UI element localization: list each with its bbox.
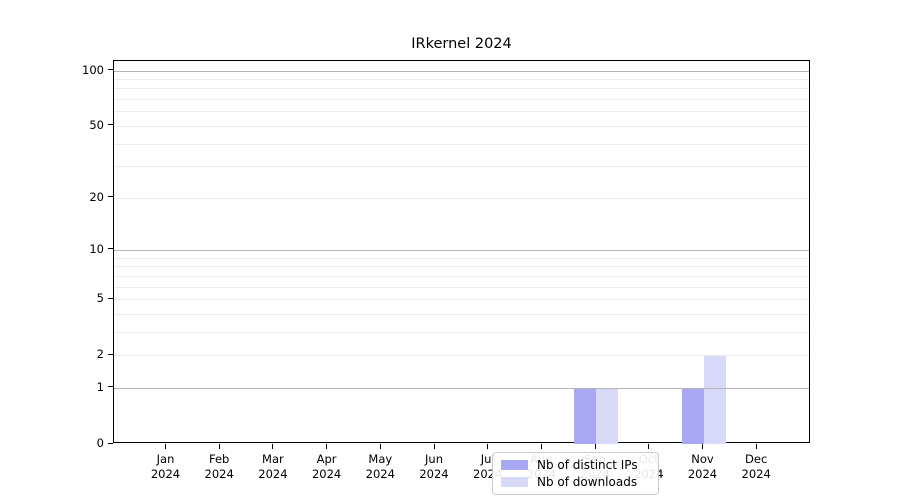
- x-tick-label-dec: Dec 2024: [741, 452, 771, 481]
- gridline-y-7: [114, 275, 809, 277]
- y-tick-label-50: 50: [89, 117, 104, 132]
- gridline-y-40: [114, 143, 809, 145]
- gridline-y-6: [114, 286, 809, 288]
- x-tick-label-feb: Feb 2024: [204, 452, 234, 481]
- x-tick-label-nov: Nov 2024: [687, 452, 718, 481]
- y-tick-label-1: 1: [96, 379, 104, 394]
- legend-item-distinct-ips: Nb of distinct IPs: [501, 458, 650, 472]
- y-tick-label-20: 20: [89, 189, 104, 204]
- x-tick-mark-feb: [218, 444, 220, 449]
- x-tick-mark-oct: [648, 444, 650, 449]
- x-tick-mark-sep: [594, 444, 596, 449]
- gridline-y-30: [114, 166, 809, 168]
- bar-distinct-ips-sep: [574, 387, 597, 444]
- gridline-y-20: [114, 197, 809, 199]
- y-tick-label-10: 10: [89, 241, 104, 256]
- legend-label-downloads: Nb of downloads: [537, 474, 638, 489]
- y-tick-label-5: 5: [96, 291, 104, 306]
- x-tick-mark-apr: [326, 444, 328, 449]
- gridline-y-90: [114, 79, 809, 81]
- chart-title: IRkernel 2024: [411, 36, 512, 52]
- gridline-y-10: [114, 249, 809, 251]
- legend-swatch-downloads: [501, 476, 528, 487]
- x-tick-label-jun: Jun 2024: [419, 452, 449, 481]
- bar-distinct-ips-nov: [681, 387, 704, 444]
- gridline-y-8: [114, 266, 809, 268]
- gridline-y-100: [114, 70, 809, 72]
- gridline-y-4: [114, 313, 809, 315]
- plot-area: Nb of distinct IPs Nb of downloads: [113, 60, 810, 495]
- bar-downloads-nov: [703, 355, 726, 444]
- gridline-y-3: [114, 331, 809, 333]
- legend-label-distinct-ips: Nb of distinct IPs: [537, 458, 638, 473]
- legend-swatch-distinct-ips: [501, 460, 528, 471]
- gridline-y-80: [114, 88, 809, 90]
- gridline-y-2: [114, 355, 809, 357]
- gridline-y-60: [114, 111, 809, 113]
- x-tick-label-apr: Apr 2024: [311, 452, 342, 481]
- y-tick-label-2: 2: [96, 347, 104, 362]
- x-tick-mark-jan: [165, 444, 166, 449]
- x-tick-mark-jun: [433, 444, 435, 449]
- y-tick-mark-1: [108, 386, 113, 388]
- x-tick-label-may: May 2024: [365, 452, 395, 481]
- legend: Nb of distinct IPs Nb of downloads: [492, 452, 659, 495]
- y-tick-mark-10: [108, 248, 113, 250]
- y-tick-mark-5: [108, 297, 113, 299]
- bar-downloads-sep: [596, 387, 619, 444]
- x-tick-mark-may: [379, 444, 381, 449]
- gridline-y-5: [114, 299, 809, 301]
- y-tick-mark-20: [108, 196, 113, 198]
- x-tick-mark-nov: [702, 444, 703, 449]
- y-tick-mark-100: [108, 69, 113, 71]
- gridline-y-70: [114, 99, 809, 101]
- gridline-y-9: [114, 257, 809, 259]
- y-tick-label-100: 100: [82, 62, 104, 77]
- y-tick-label-0: 0: [96, 436, 104, 450]
- legend-item-downloads: Nb of downloads: [501, 475, 650, 489]
- x-tick-mark-jul: [487, 444, 489, 449]
- x-tick-mark-dec: [755, 444, 757, 449]
- y-tick-mark-0: [108, 442, 113, 444]
- gridline-y-50: [114, 125, 809, 127]
- gridline-y-1: [114, 387, 809, 389]
- y-tick-mark-2: [108, 353, 113, 355]
- x-tick-label-mar: Mar 2024: [258, 452, 288, 481]
- y-tick-mark-50: [108, 124, 113, 126]
- x-tick-mark-aug: [540, 444, 542, 449]
- x-tick-mark-mar: [272, 444, 274, 449]
- x-tick-label-jan: Jan 2024: [150, 452, 181, 481]
